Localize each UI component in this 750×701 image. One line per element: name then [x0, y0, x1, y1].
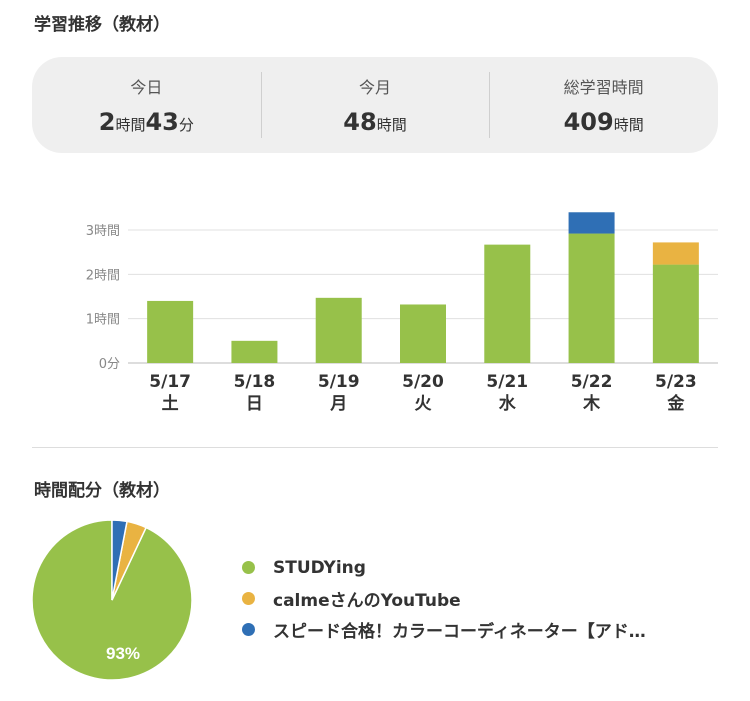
bar-5/17-series-0 [147, 300, 194, 363]
x-weekday-label: 火 [415, 394, 433, 414]
y-tick-label: 3時間 [86, 224, 120, 239]
x-date-label: 5/20 [402, 372, 444, 392]
x-weekday-label: 木 [582, 393, 601, 414]
y-tick-label: 0分 [99, 357, 120, 372]
y-tick-label: 1時間 [86, 313, 120, 328]
x-date-label: 5/17 [149, 372, 191, 392]
today-label: 今日 [130, 78, 163, 97]
x-weekday-label: 金 [666, 393, 685, 414]
summary-today: 今日 2時間43分 [32, 57, 261, 153]
x-weekday-label: 水 [499, 393, 517, 414]
y-tick-label: 2時間 [86, 268, 120, 283]
pie-percent-label: 93% [106, 644, 140, 663]
pie-slice-2 [111, 519, 128, 601]
bar-5/23-series-0 [652, 264, 699, 363]
summary-total: 総学習時間 409時間 [489, 57, 718, 153]
x-weekday-label: 月 [329, 394, 347, 414]
legend-item: スピード合格！カラーコーディネーター【アド… [242, 614, 646, 645]
month-value: 48時間 [343, 108, 407, 136]
distribution-pie-chart: 93% [31, 519, 193, 681]
legend-dot [242, 592, 255, 605]
legend-label: calmeさんのYouTube [273, 591, 461, 611]
legend-item: calmeさんのYouTube [242, 583, 646, 614]
x-date-label: 5/19 [318, 372, 360, 392]
bar-5/20-series-0 [400, 304, 446, 363]
legend-dot [242, 561, 255, 574]
bar-5/18-series-0 [231, 340, 278, 363]
x-weekday-label: 日 [246, 394, 263, 414]
total-label: 総学習時間 [563, 78, 644, 97]
x-date-label: 5/21 [486, 372, 528, 392]
bar-5/21-series-0 [484, 244, 531, 363]
bar-5/19-series-0 [315, 297, 362, 363]
bar-5/22-series-2 [568, 212, 615, 234]
x-date-label: 5/18 [234, 372, 276, 392]
bar-5/23-series-1 [652, 242, 699, 265]
learning-trend-title: 学習推移（教材） [34, 15, 170, 35]
x-date-label: 5/22 [571, 372, 613, 392]
weekly-bar-chart: 0分 1時間 2時間 3時間 5/17土 5/18日 5/19月 5/20火 5/21水 5/22… [86, 212, 718, 414]
summary-panel: 今日 2時間43分 今月 48時間 総学習時間 409時間 [32, 57, 718, 153]
today-value: 2時間43分 [98, 108, 194, 136]
x-date-label: 5/23 [655, 372, 697, 392]
total-value: 409時間 [563, 108, 644, 136]
legend-dot [242, 623, 255, 636]
x-weekday-label: 土 [162, 393, 179, 414]
time-distribution-title: 時間配分（教材） [34, 481, 170, 501]
legend-label: スピード合格！カラーコーディネーター【アド… [273, 622, 646, 642]
month-label: 今月 [359, 78, 392, 97]
pie-legend: STUDYing calmeさんのYouTube スピード合格！カラーコーディネータ… [242, 552, 646, 645]
bar-5/22-series-0 [568, 233, 615, 363]
legend-item: STUDYing [242, 552, 646, 583]
legend-label: STUDYing [273, 557, 366, 578]
section-divider [32, 447, 718, 448]
summary-month: 今月 48時間 [260, 57, 490, 153]
